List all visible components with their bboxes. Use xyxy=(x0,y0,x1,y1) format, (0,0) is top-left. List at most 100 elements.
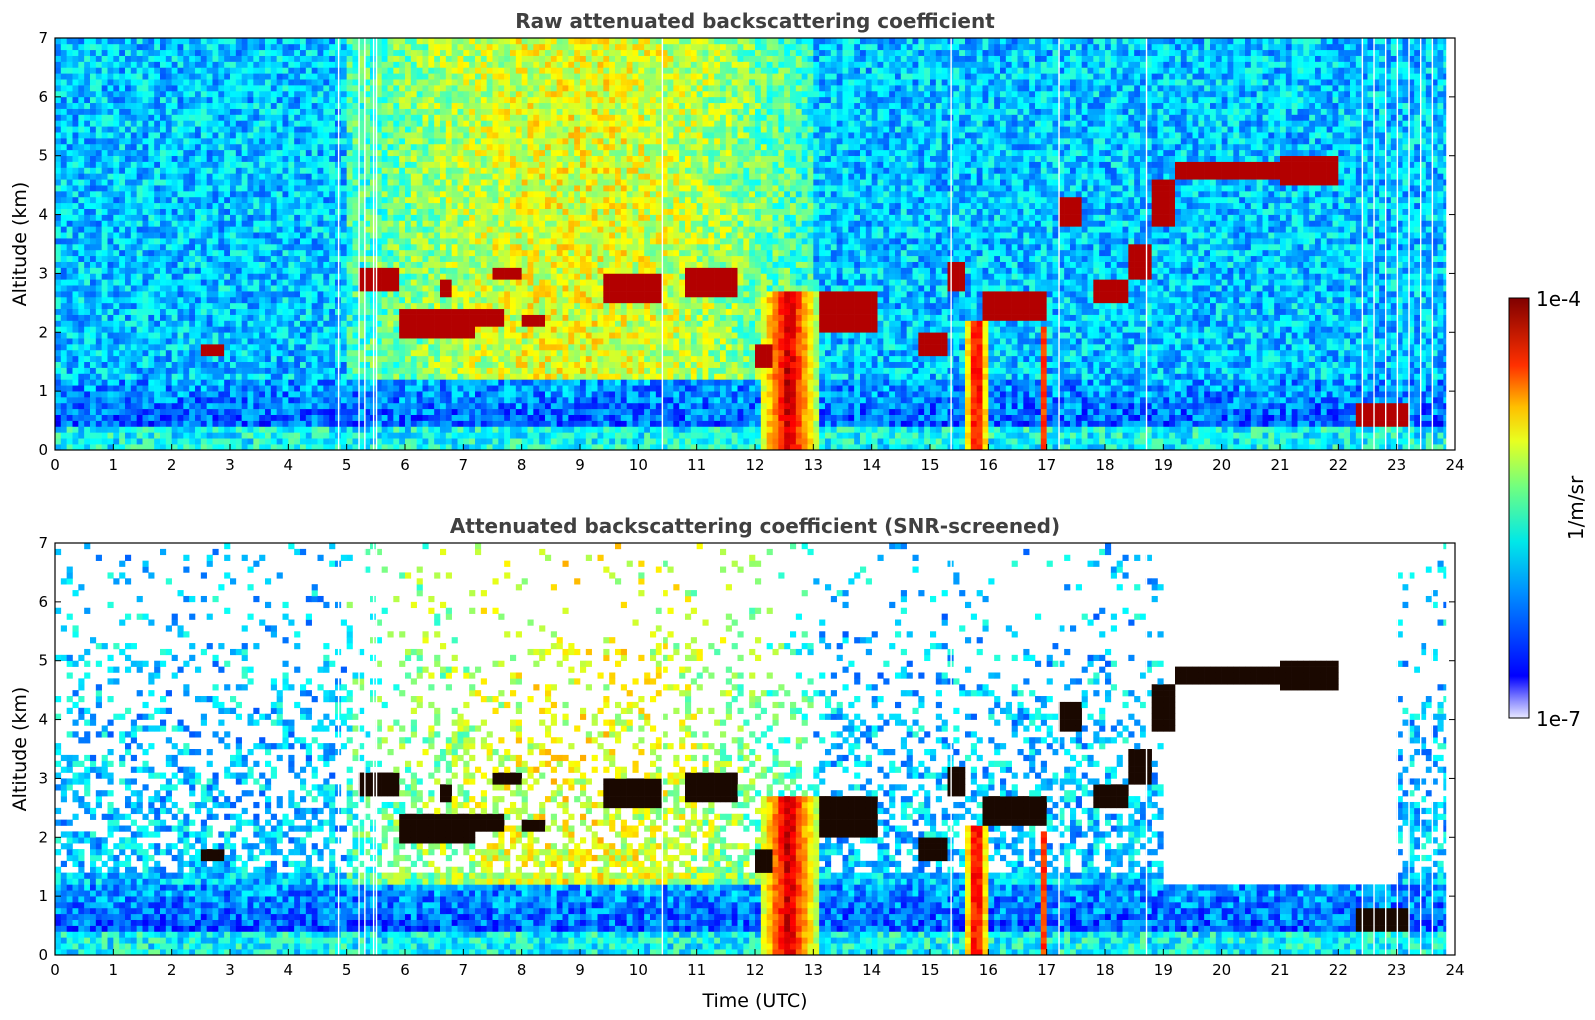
heatmap-cell xyxy=(375,379,382,386)
heatmap-cell xyxy=(218,67,225,74)
heatmap-cell xyxy=(125,402,132,410)
heatmap-cell xyxy=(329,344,336,351)
heatmap-cell xyxy=(457,179,464,186)
heatmap-cell xyxy=(317,214,324,221)
heatmap-cell xyxy=(317,391,324,398)
heatmap-cell xyxy=(422,67,429,74)
heatmap-cell xyxy=(434,238,441,245)
heatmap-cell xyxy=(434,291,441,298)
heatmap-cell xyxy=(218,191,225,198)
heatmap-cell xyxy=(375,67,382,74)
heatmap-cell xyxy=(288,126,295,133)
heatmap-cell xyxy=(78,102,85,109)
heatmap-cell xyxy=(177,49,184,56)
heatmap-cell xyxy=(323,96,330,104)
heatmap-cell xyxy=(288,361,295,368)
heatmap-cell xyxy=(387,108,394,115)
heatmap-cell xyxy=(212,261,219,268)
heatmap-cell xyxy=(265,397,272,404)
heatmap-cell xyxy=(305,402,312,410)
heatmap-cell xyxy=(130,120,137,127)
heatmap-cell xyxy=(416,120,423,127)
heatmap-cell xyxy=(253,85,260,92)
heatmap-cell xyxy=(72,255,79,262)
heatmap-cell xyxy=(90,444,97,450)
heatmap-cell xyxy=(340,61,347,68)
heatmap-cell xyxy=(101,173,108,180)
heatmap-cell xyxy=(224,208,231,215)
heatmap-cell xyxy=(323,226,330,233)
heatmap-cell xyxy=(323,173,330,180)
heatmap-cell xyxy=(247,173,254,180)
heatmap-cell xyxy=(276,79,283,86)
heatmap-cell xyxy=(90,302,97,310)
heatmap-cell xyxy=(358,349,365,357)
heatmap-cell xyxy=(195,49,202,56)
heatmap-cell xyxy=(364,208,371,215)
heatmap-cell xyxy=(177,255,184,262)
heatmap-cell xyxy=(55,55,62,62)
heatmap-cell xyxy=(288,202,295,209)
heatmap-cell xyxy=(253,267,260,274)
heatmap-cell xyxy=(282,244,289,251)
heatmap-cell xyxy=(60,308,67,315)
heatmap-cell xyxy=(165,114,172,121)
heatmap-cell xyxy=(317,414,324,421)
heatmap-cell xyxy=(90,408,97,415)
heatmap-cell xyxy=(294,320,301,327)
heatmap-cell xyxy=(160,267,167,274)
heatmap-cell xyxy=(270,185,277,192)
heatmap-cell xyxy=(352,85,359,92)
heatmap-cell xyxy=(142,220,149,227)
heatmap-cell xyxy=(195,385,202,392)
heatmap-cell xyxy=(78,302,85,310)
heatmap-cell xyxy=(160,273,167,280)
heatmap-cell xyxy=(393,432,400,439)
heatmap-cell xyxy=(346,238,353,245)
heatmap-cell xyxy=(305,208,312,215)
heatmap-cell xyxy=(358,391,365,398)
heatmap-cell xyxy=(375,296,382,304)
heatmap-cell xyxy=(428,85,435,92)
heatmap-cell xyxy=(451,308,458,315)
heatmap-cell xyxy=(457,397,464,404)
heatmap-cell xyxy=(84,90,91,98)
heatmap-cell xyxy=(317,167,324,174)
heatmap-cell xyxy=(323,73,330,80)
heatmap-cell xyxy=(434,308,441,315)
heatmap-cell xyxy=(189,208,196,215)
heatmap-cell xyxy=(218,285,225,292)
heatmap-cell xyxy=(113,226,120,233)
heatmap-cell xyxy=(259,232,266,239)
heatmap-cell xyxy=(90,43,97,51)
heatmap-cell xyxy=(340,173,347,180)
heatmap-cell xyxy=(405,420,412,427)
heatmap-cell xyxy=(469,302,476,310)
heatmap-cell xyxy=(405,161,412,168)
heatmap-cell xyxy=(422,273,429,280)
heatmap-cell xyxy=(270,308,277,315)
heatmap-cell xyxy=(165,302,172,310)
heatmap-cell xyxy=(60,373,67,380)
heatmap-cell xyxy=(165,255,172,262)
heatmap-cell xyxy=(259,285,266,292)
heatmap-cell xyxy=(265,285,272,292)
heatmap-cell xyxy=(171,226,178,233)
heatmap-cell xyxy=(399,232,406,239)
heatmap-cell xyxy=(346,126,353,133)
heatmap-cell xyxy=(399,349,406,357)
heatmap-cell xyxy=(119,302,126,310)
heatmap-cell xyxy=(288,267,295,274)
heatmap-cell xyxy=(55,126,62,133)
heatmap-cell xyxy=(434,126,441,133)
heatmap-cell xyxy=(66,402,73,410)
heatmap-cell xyxy=(136,302,143,310)
heatmap-cell xyxy=(282,167,289,174)
heatmap-cell xyxy=(195,426,202,433)
heatmap-cell xyxy=(171,126,178,133)
heatmap-cell xyxy=(224,385,231,392)
heatmap-cell xyxy=(195,132,202,139)
heatmap-cell xyxy=(200,202,207,209)
heatmap-cell xyxy=(160,167,167,174)
heatmap-cell xyxy=(212,355,219,363)
